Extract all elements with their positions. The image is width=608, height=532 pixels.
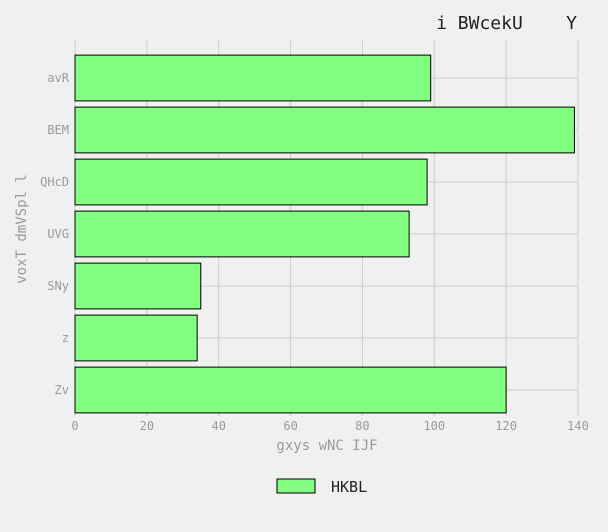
bar-SNy bbox=[74, 262, 202, 310]
x-tick-label-20: 20 bbox=[140, 419, 154, 433]
x-tick-label-140: 140 bbox=[567, 419, 589, 433]
bar-BEM bbox=[74, 106, 575, 154]
y-tick-label-Zv: Zv bbox=[55, 383, 69, 397]
y-tick-label-QHcD: QHcD bbox=[40, 175, 69, 189]
legend-label: HKBL bbox=[331, 478, 367, 496]
y-tick-label-z: z bbox=[62, 331, 69, 345]
x-tick-label-80: 80 bbox=[355, 419, 369, 433]
x-tick-label-0: 0 bbox=[71, 419, 78, 433]
chart-title: i BWcekU Y bbox=[436, 13, 577, 34]
y-tick-label-SNy: SNy bbox=[47, 279, 69, 293]
bars bbox=[74, 54, 575, 414]
bar-avR bbox=[74, 54, 432, 102]
x-tick-label-100: 100 bbox=[423, 419, 445, 433]
bar-UVG bbox=[74, 210, 410, 258]
bar-z bbox=[74, 314, 198, 362]
x-tick-label-60: 60 bbox=[283, 419, 297, 433]
bar-QHcD bbox=[74, 158, 428, 206]
legend-swatch bbox=[276, 478, 316, 494]
bar-Zv bbox=[74, 366, 507, 414]
y-tick-label-avR: avR bbox=[47, 71, 69, 85]
y-tick-label-UVG: UVG bbox=[47, 227, 69, 241]
x-axis-label: gxys wNC IJF bbox=[276, 438, 377, 454]
legend: HKBL bbox=[276, 478, 367, 496]
y-axis-label: voxT dmVSpl l bbox=[14, 174, 30, 284]
x-tick-label-120: 120 bbox=[495, 419, 517, 433]
x-tick-labels: 0 20 40 60 80 100 120 140 bbox=[71, 419, 588, 433]
y-tick-label-BEM: BEM bbox=[47, 123, 69, 137]
x-tick-label-40: 40 bbox=[211, 419, 225, 433]
y-tick-labels: avR BEM QHcD UVG SNy z Zv bbox=[40, 71, 70, 397]
